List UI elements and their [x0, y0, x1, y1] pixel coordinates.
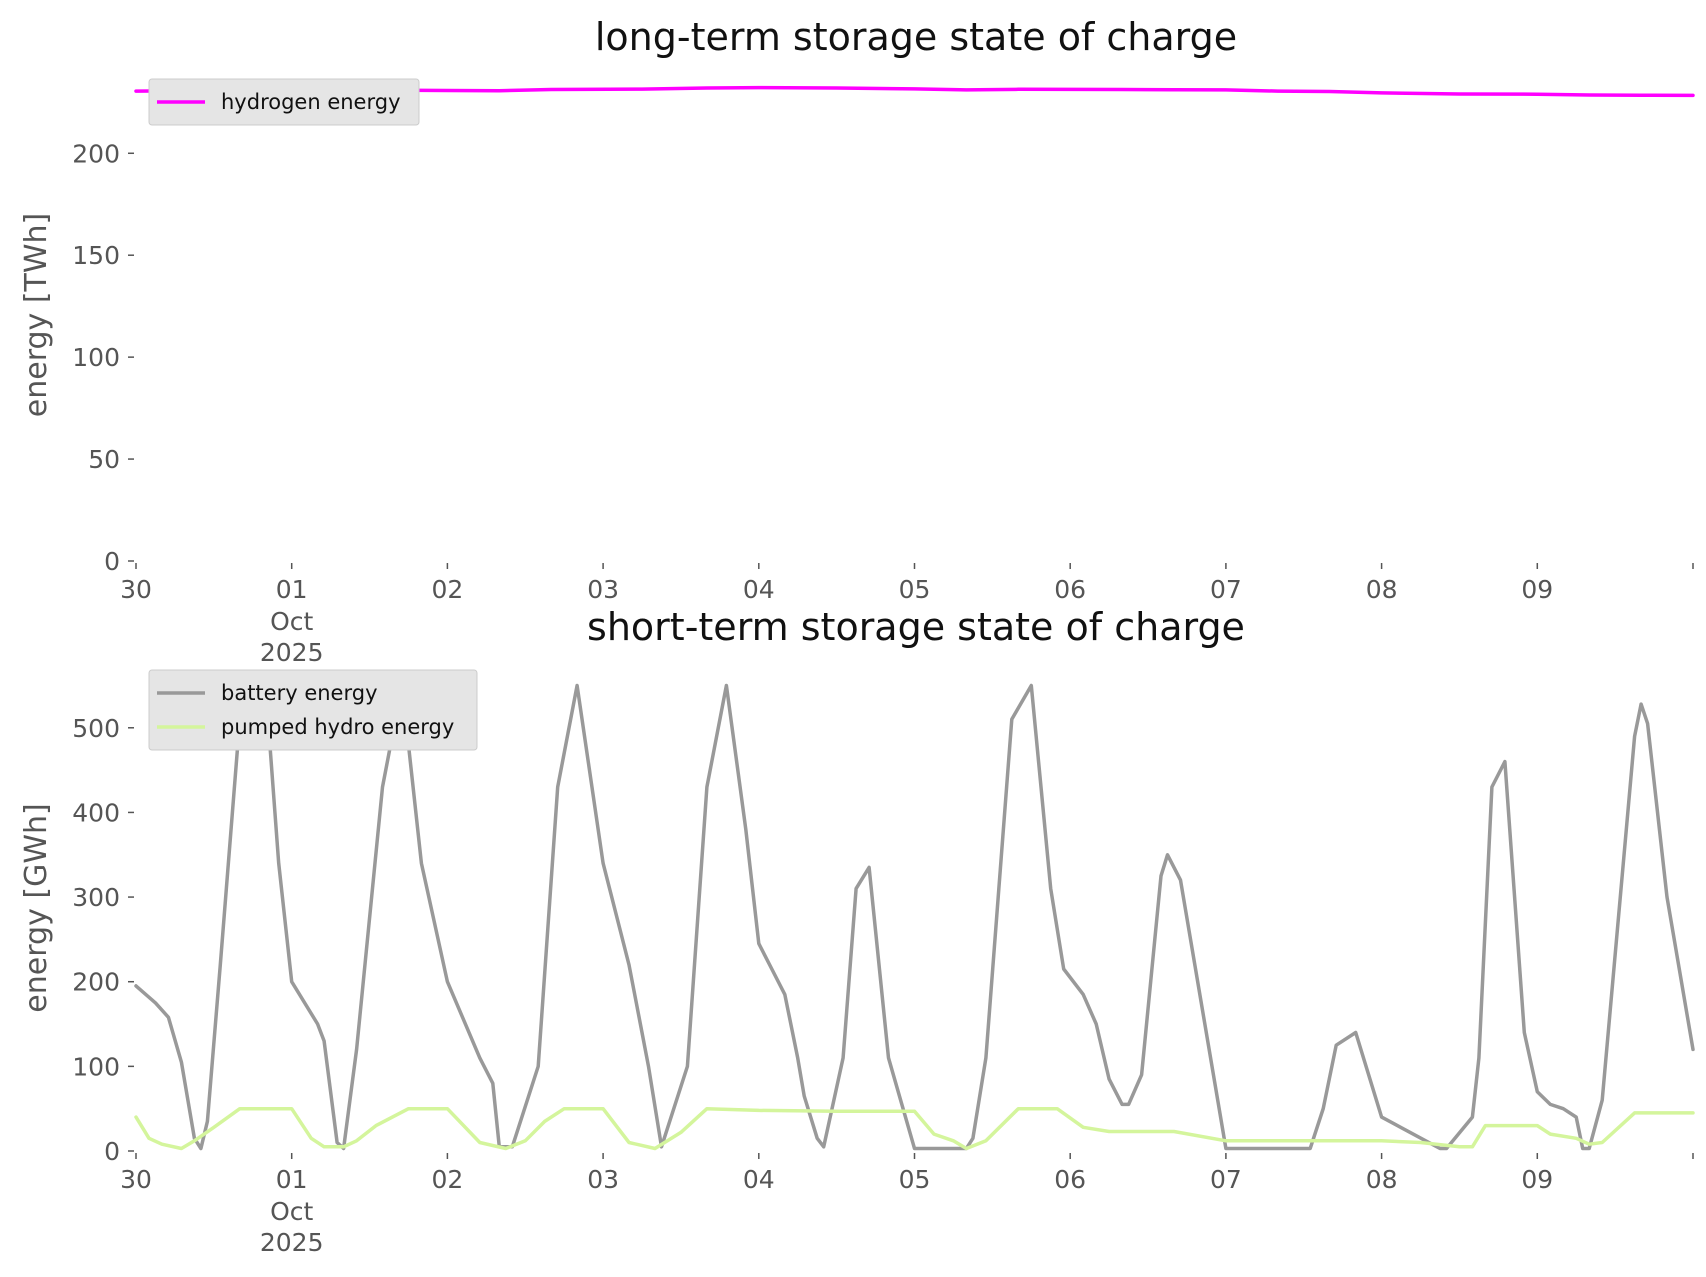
x-tick-label: 09 — [1521, 1165, 1553, 1194]
y-tick-label: 300 — [72, 883, 120, 912]
x-tick-label: 05 — [899, 1165, 931, 1194]
x-secondary-label: Oct — [270, 1197, 313, 1226]
y-tick-label: 200 — [72, 968, 120, 997]
y-tick-label: 500 — [72, 714, 120, 743]
legend-label: battery energy — [221, 681, 378, 705]
y-tick-label: 100 — [72, 343, 120, 372]
y-axis-label: energy [TWh] — [19, 213, 54, 417]
x-tick-label: 02 — [431, 575, 463, 604]
y-tick-label: 200 — [72, 139, 120, 168]
x-tick-label: 05 — [899, 575, 931, 604]
x-tick-label: 30 — [120, 575, 152, 604]
series-line-pumped-hydro-energy — [134, 1106, 1695, 1151]
x-tick-label: 02 — [431, 1165, 463, 1194]
x-secondary-label: 2025 — [260, 638, 324, 667]
chart-title: short-term storage state of charge — [587, 605, 1245, 649]
legend-label: hydrogen energy — [221, 90, 401, 114]
x-tick-label: 01 — [276, 1165, 308, 1194]
x-tick-label: 04 — [743, 1165, 775, 1194]
x-tick-label: 09 — [1521, 575, 1553, 604]
chart-title: long-term storage state of charge — [595, 15, 1237, 59]
x-tick-label: 08 — [1366, 1165, 1398, 1194]
x-tick-label: 06 — [1054, 575, 1086, 604]
y-tick-label: 150 — [72, 241, 120, 270]
x-tick-label: 04 — [743, 575, 775, 604]
y-tick-label: 0 — [104, 547, 120, 576]
x-tick-label: 06 — [1054, 1165, 1086, 1194]
y-tick-label: 400 — [72, 798, 120, 827]
series-line-hydrogen-energy — [134, 85, 1695, 98]
legend: hydrogen energy — [148, 78, 420, 126]
x-tick-label: 07 — [1210, 1165, 1242, 1194]
legend-label: pumped hydro energy — [221, 715, 454, 739]
series-line-battery-energy — [134, 683, 1695, 1151]
x-tick-label: 07 — [1210, 575, 1242, 604]
x-tick-label: 08 — [1366, 575, 1398, 604]
x-tick-label: 03 — [587, 575, 619, 604]
legend: battery energy pumped hydro energy — [148, 669, 478, 751]
y-tick-label: 0 — [104, 1137, 120, 1166]
y-tick-label: 50 — [88, 445, 120, 474]
x-secondary-label: Oct — [270, 607, 313, 636]
x-tick-label: 01 — [276, 575, 308, 604]
chart-short-term: short-term storage state of charge energ… — [19, 605, 1695, 1257]
chart-long-term: long-term storage state of charge energy… — [19, 15, 1695, 667]
legend-box — [148, 669, 478, 751]
x-secondary-label: 2025 — [260, 1228, 324, 1257]
x-tick-label: 30 — [120, 1165, 152, 1194]
y-tick-label: 100 — [72, 1052, 120, 1081]
y-axis-label: energy [GWh] — [19, 803, 54, 1012]
legend-box — [148, 78, 420, 126]
x-tick-label: 03 — [587, 1165, 619, 1194]
